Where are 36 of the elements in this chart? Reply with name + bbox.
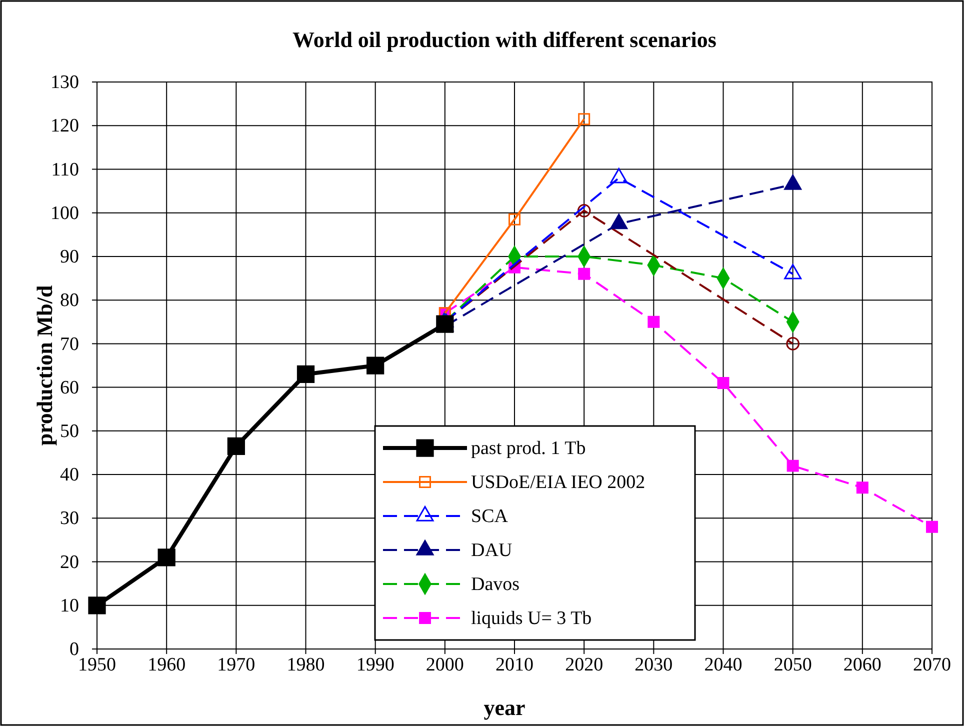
x-tick-label: 1970 bbox=[217, 654, 256, 676]
y-tick-label: 120 bbox=[50, 116, 79, 137]
legend-label: Davos bbox=[471, 574, 520, 595]
x-tick-label: 2060 bbox=[843, 654, 882, 676]
y-tick-label: 100 bbox=[50, 202, 79, 224]
x-tick-label: 1980 bbox=[286, 654, 325, 676]
y-tick-label: 60 bbox=[60, 377, 79, 398]
legend-label: SCA bbox=[471, 506, 508, 527]
chart-title: World oil production with different scenarios bbox=[292, 27, 717, 52]
y-axis-title: production Mb/d bbox=[32, 285, 57, 446]
x-tick-label: 2010 bbox=[496, 654, 534, 676]
y-tick-label: 90 bbox=[60, 246, 79, 268]
x-tick-label: 2050 bbox=[774, 654, 812, 676]
legend-label: liquids U= 3 Tb bbox=[471, 608, 592, 629]
y-tick-label: 50 bbox=[60, 421, 79, 442]
x-axis-title: year bbox=[484, 695, 526, 720]
y-tick-label: 0 bbox=[70, 639, 79, 660]
x-tick-label: 2000 bbox=[426, 654, 464, 676]
x-tick-label: 2020 bbox=[565, 654, 604, 676]
y-tick-label: 130 bbox=[50, 72, 79, 94]
y-tick-label: 10 bbox=[60, 595, 79, 616]
y-tick-label: 80 bbox=[60, 290, 79, 312]
y-tick-label: 30 bbox=[60, 508, 79, 530]
legend-label: USDoE/EIA IEO 2002 bbox=[471, 472, 646, 493]
x-tick-label: 2040 bbox=[704, 654, 742, 676]
x-tick-label: 1960 bbox=[148, 654, 186, 676]
x-tick-label: 2030 bbox=[634, 654, 673, 676]
y-tick-label: 70 bbox=[60, 334, 79, 355]
y-tick-label: 40 bbox=[60, 464, 79, 486]
legend-label: past prod. 1 Tb bbox=[471, 438, 586, 459]
x-tick-label: 2070 bbox=[913, 654, 951, 676]
y-tick-label: 110 bbox=[51, 159, 79, 180]
x-tick-label: 1950 bbox=[78, 654, 116, 676]
y-tick-label: 20 bbox=[60, 552, 79, 573]
legend-label: DAU bbox=[471, 540, 512, 561]
x-tick-label: 1990 bbox=[356, 654, 394, 676]
